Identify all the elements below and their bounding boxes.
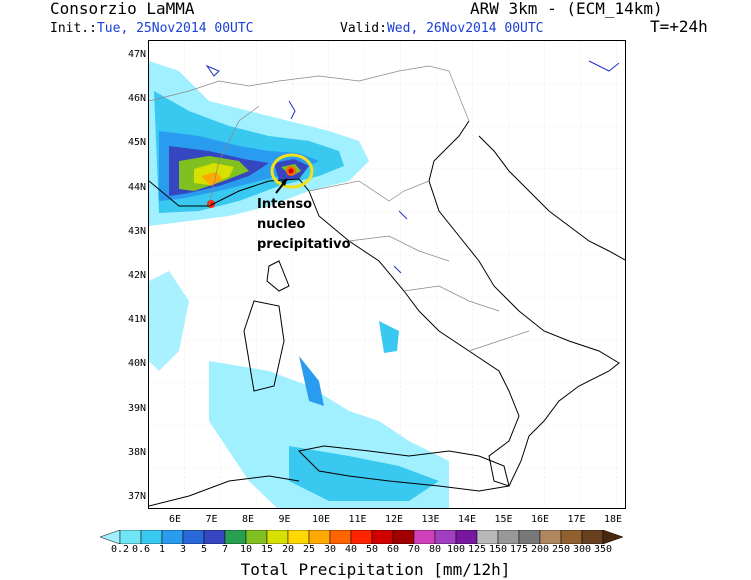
colorbar-swatch — [581, 530, 604, 544]
colorbar-swatch — [224, 530, 247, 544]
lon-label: 6E — [168, 514, 182, 525]
lon-label: 7E — [205, 514, 218, 525]
lon-label: 17E — [567, 514, 586, 525]
colorbar-level-label: 70 — [408, 544, 421, 555]
colorbar-level-label: 30 — [324, 544, 337, 555]
lat-label: 41N — [127, 314, 146, 326]
valid-time: Valid:Wed, 26Nov2014 00UTC — [340, 22, 544, 35]
colorbar-swatch — [539, 530, 562, 544]
colorbar-swatch — [203, 530, 226, 544]
lon-label: 14E — [457, 514, 477, 525]
colorbar-level-label: 40 — [345, 544, 358, 555]
colorbar-swatch — [518, 530, 541, 544]
colorbar-swatch — [434, 530, 457, 544]
lon-label: 10E — [311, 514, 331, 525]
lon-label: 13E — [421, 514, 440, 525]
colorbar-level-label: 60 — [387, 544, 400, 555]
lat-label: 39N — [127, 402, 146, 414]
colorbar-swatch — [392, 530, 415, 544]
colorbar-title: Total Precipitation [mm/12h] — [240, 560, 511, 579]
annotation-line-1: Intenso — [257, 197, 313, 212]
colorbar-swatch — [182, 530, 205, 544]
lat-label: 37N — [127, 491, 146, 502]
colorbar-swatch — [371, 530, 394, 544]
org-title: Consorzio LaMMA — [50, 0, 195, 18]
lead-time: T=+24h — [650, 17, 708, 36]
map-svg — [149, 41, 625, 508]
lon-label: 11E — [348, 514, 367, 525]
colorbar-level-label: 3 — [180, 544, 187, 555]
lon-label: 12E — [384, 514, 404, 525]
colorbar-level-label: 20 — [282, 544, 295, 555]
colorbar-level-label: 0.2 — [111, 544, 130, 555]
colorbar-swatch — [560, 530, 583, 544]
init-value: Tue, 25Nov2014 00UTC — [96, 21, 254, 36]
colorbar-min-arrow — [100, 530, 121, 544]
lat-label: 38N — [127, 446, 146, 458]
colorbar-level-label: 100 — [447, 544, 466, 555]
colorbar-level-label: 200 — [531, 544, 550, 555]
colorbar-swatch — [308, 530, 331, 544]
colorbar-swatch — [329, 530, 352, 544]
colorbar — [100, 530, 624, 544]
colorbar-level-label: 250 — [552, 544, 571, 555]
lat-label: 45N — [127, 137, 146, 149]
colorbar-level-label: 10 — [240, 544, 253, 555]
colorbar-swatch — [119, 530, 142, 544]
lat-label: 40N — [127, 358, 146, 370]
colorbar-level-label: 80 — [429, 544, 442, 555]
colorbar-swatch — [245, 530, 268, 544]
highlight-ring — [270, 153, 314, 189]
annotation-text: Intenso nucleo precipitativo — [257, 195, 351, 255]
colorbar-swatch — [476, 530, 499, 544]
colorbar-swatch — [413, 530, 436, 544]
lon-label: 8E — [241, 514, 255, 525]
colorbar-swatch — [497, 530, 520, 544]
arrowhead — [281, 179, 287, 186]
colorbar-level-label: 125 — [468, 544, 487, 555]
colorbar-swatch — [266, 530, 289, 544]
lat-label: 44N — [127, 181, 146, 193]
colorbar-swatch — [161, 530, 184, 544]
valid-label: Valid: — [340, 21, 387, 36]
colorbar-level-label: 25 — [303, 544, 316, 555]
precip-field — [149, 61, 449, 508]
annotation-line-3: precipitativo — [257, 237, 351, 252]
lon-label: 16E — [530, 514, 550, 525]
colorbar-swatch — [455, 530, 478, 544]
colorbar-level-label: 15 — [261, 544, 274, 555]
colorbar-level-label: 350 — [594, 544, 613, 555]
colorbar-level-label: 300 — [573, 544, 592, 555]
lat-label: 43N — [127, 225, 146, 237]
annotation-line-2: nucleo — [257, 217, 306, 232]
colorbar-level-label: 150 — [489, 544, 508, 555]
colorbar-swatch — [350, 530, 373, 544]
coastlines — [149, 120, 625, 507]
lon-label: 18E — [603, 514, 623, 525]
model-title: ARW 3km - (ECM_14km) — [470, 0, 663, 18]
colorbar-level-label: 1 — [159, 544, 166, 555]
init-time: Init.:Tue, 25Nov2014 00UTC — [50, 22, 254, 35]
colorbar-level-label: 7 — [222, 544, 229, 555]
lat-label: 42N — [127, 270, 146, 281]
colorbar-level-label: 5 — [201, 544, 208, 555]
lon-label: 15E — [494, 514, 513, 525]
lon-label: 9E — [278, 514, 291, 525]
lat-label: 47N — [127, 49, 146, 60]
colorbar-max-arrow — [602, 530, 624, 544]
colorbar-swatch — [140, 530, 163, 544]
init-label: Init.: — [50, 21, 97, 36]
precipitation-map — [148, 40, 626, 509]
colorbar-swatch — [287, 530, 310, 544]
lat-label: 46N — [127, 93, 146, 105]
admin-borders — [149, 65, 530, 352]
colorbar-level-label: 175 — [510, 544, 529, 555]
lakes — [205, 60, 620, 274]
colorbar-level-label: 50 — [366, 544, 379, 555]
valid-value: Wed, 26Nov2014 00UTC — [386, 21, 544, 36]
colorbar-level-label: 0.6 — [132, 544, 151, 555]
